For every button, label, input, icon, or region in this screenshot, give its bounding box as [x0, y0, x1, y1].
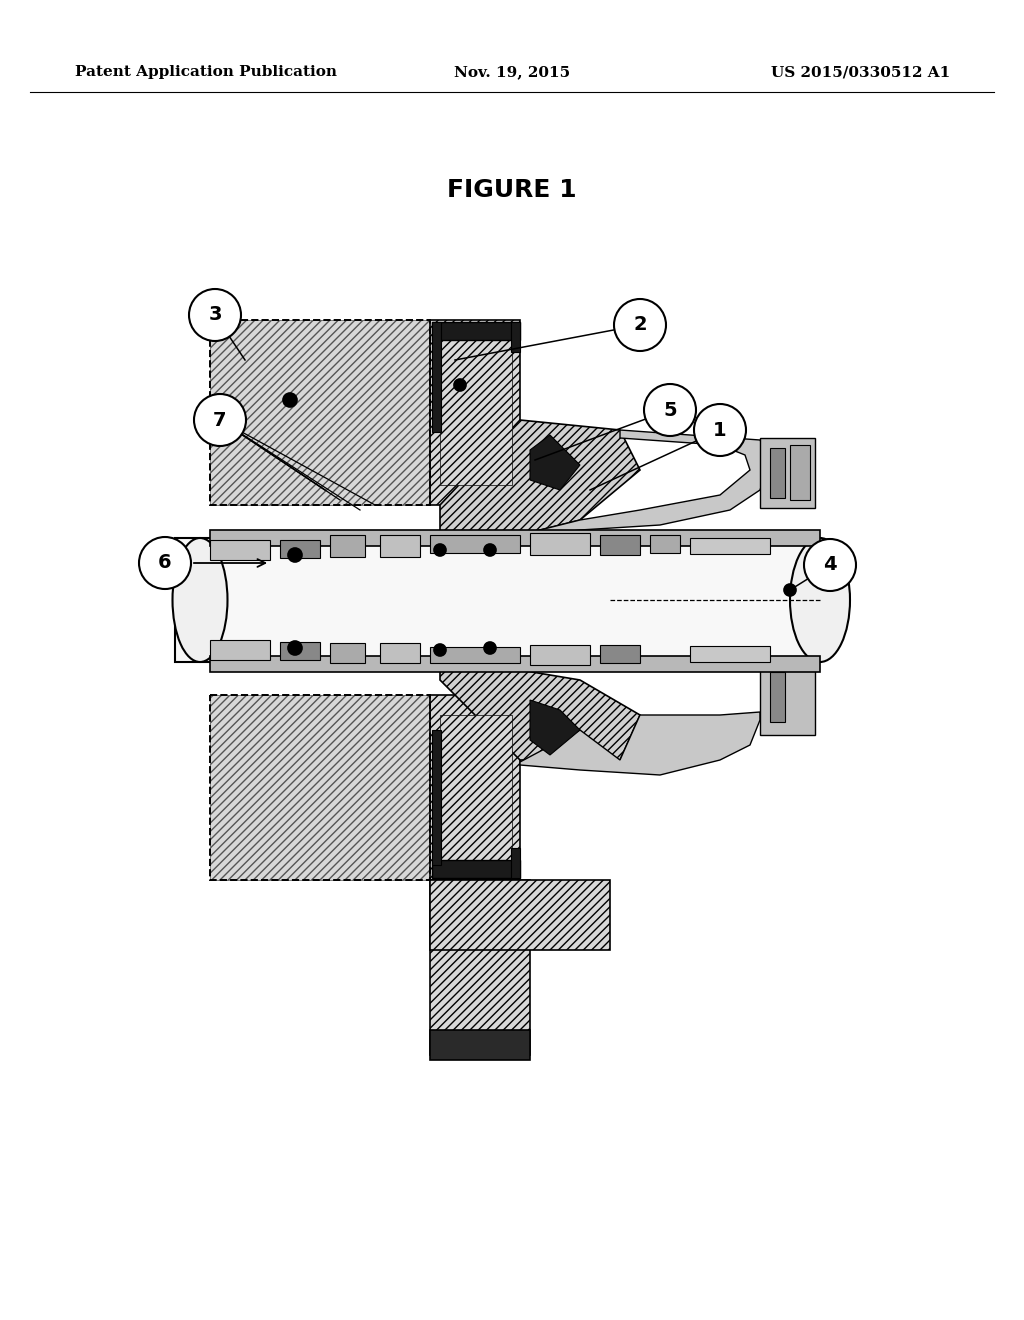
Ellipse shape — [172, 539, 227, 663]
Bar — [530, 645, 590, 665]
Bar — [770, 672, 785, 722]
Circle shape — [139, 537, 191, 589]
Polygon shape — [440, 665, 640, 760]
Circle shape — [434, 544, 446, 556]
Bar — [511, 322, 520, 352]
Bar — [600, 535, 640, 554]
Bar — [432, 730, 441, 865]
Circle shape — [484, 642, 496, 653]
Bar — [430, 1030, 530, 1060]
Circle shape — [434, 644, 446, 656]
Bar — [210, 696, 430, 880]
Bar — [380, 643, 420, 663]
Bar — [430, 535, 520, 553]
Bar — [330, 535, 365, 557]
Circle shape — [614, 300, 666, 351]
Bar — [432, 322, 441, 432]
Bar — [760, 665, 815, 735]
Polygon shape — [440, 420, 640, 535]
Bar — [690, 645, 770, 663]
Bar — [430, 880, 610, 950]
Text: 6: 6 — [158, 553, 172, 573]
Circle shape — [784, 583, 796, 597]
Text: Nov. 19, 2015: Nov. 19, 2015 — [454, 65, 570, 79]
Circle shape — [804, 539, 856, 591]
Circle shape — [484, 544, 496, 556]
Text: 5: 5 — [664, 400, 677, 420]
Bar — [600, 645, 640, 663]
Circle shape — [644, 384, 696, 436]
Bar — [210, 640, 270, 660]
Text: FIGURE 1: FIGURE 1 — [447, 178, 577, 202]
Circle shape — [283, 393, 297, 407]
Bar — [530, 533, 590, 554]
Text: US 2015/0330512 A1: US 2015/0330512 A1 — [771, 65, 950, 79]
Bar — [280, 642, 319, 660]
Bar — [430, 880, 530, 1055]
Bar — [380, 535, 420, 557]
Circle shape — [694, 404, 746, 455]
Bar — [210, 319, 430, 506]
Bar — [330, 643, 365, 663]
Polygon shape — [520, 430, 770, 539]
Circle shape — [454, 379, 466, 391]
Text: Patent Application Publication: Patent Application Publication — [75, 65, 337, 79]
Bar — [210, 540, 270, 560]
Bar — [430, 319, 520, 506]
Bar — [210, 531, 820, 546]
Circle shape — [288, 642, 302, 655]
Bar — [430, 647, 520, 663]
Text: 3: 3 — [208, 305, 222, 325]
Text: 4: 4 — [823, 556, 837, 574]
Polygon shape — [530, 436, 580, 490]
Bar — [690, 539, 770, 554]
Bar — [760, 438, 815, 508]
Bar — [210, 656, 820, 672]
Polygon shape — [530, 700, 580, 755]
Circle shape — [288, 548, 302, 562]
Text: 2: 2 — [633, 315, 647, 334]
Bar — [430, 696, 520, 880]
Text: 7: 7 — [213, 411, 226, 429]
Bar — [440, 715, 512, 863]
Text: 1: 1 — [713, 421, 727, 440]
Circle shape — [194, 393, 246, 446]
Bar — [511, 847, 520, 878]
Bar — [432, 322, 520, 341]
Bar — [175, 539, 820, 663]
Bar — [770, 447, 785, 498]
Circle shape — [189, 289, 241, 341]
Bar — [440, 335, 512, 484]
Bar — [210, 319, 430, 506]
Bar — [432, 861, 520, 878]
Bar — [790, 445, 810, 500]
Bar — [280, 540, 319, 558]
Polygon shape — [520, 711, 760, 775]
Bar — [650, 535, 680, 553]
Ellipse shape — [790, 539, 850, 663]
Bar — [210, 696, 430, 880]
